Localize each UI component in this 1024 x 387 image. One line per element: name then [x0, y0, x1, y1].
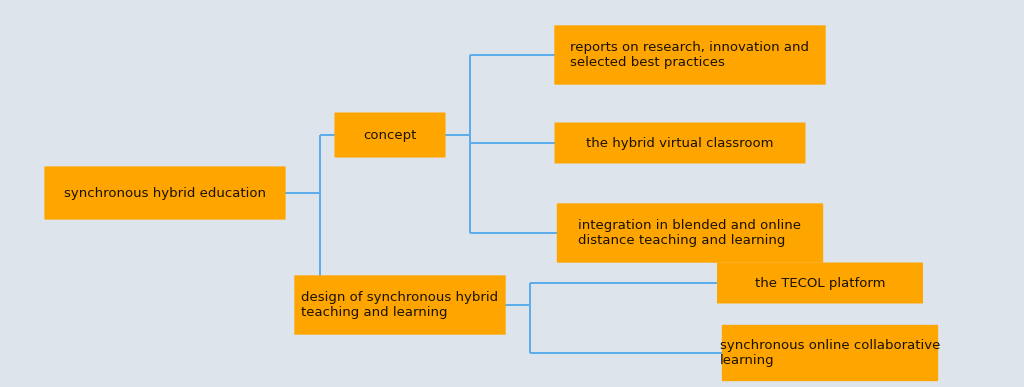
Text: the TECOL platform: the TECOL platform: [755, 276, 886, 289]
FancyBboxPatch shape: [717, 262, 923, 303]
Text: synchronous online collaborative
learning: synchronous online collaborative learnin…: [720, 339, 940, 367]
FancyBboxPatch shape: [335, 113, 445, 158]
FancyBboxPatch shape: [555, 123, 806, 163]
Text: reports on research, innovation and
selected best practices: reports on research, innovation and sele…: [570, 41, 810, 69]
Text: concept: concept: [364, 128, 417, 142]
FancyBboxPatch shape: [557, 203, 823, 263]
FancyBboxPatch shape: [722, 325, 938, 381]
Text: the hybrid virtual classroom: the hybrid virtual classroom: [587, 137, 774, 149]
Text: design of synchronous hybrid
teaching and learning: design of synchronous hybrid teaching an…: [301, 291, 499, 319]
FancyBboxPatch shape: [554, 25, 825, 85]
FancyBboxPatch shape: [44, 166, 286, 220]
Text: integration in blended and online
distance teaching and learning: integration in blended and online distan…: [579, 219, 802, 247]
Text: synchronous hybrid education: synchronous hybrid education: [63, 187, 266, 200]
FancyBboxPatch shape: [294, 275, 506, 335]
